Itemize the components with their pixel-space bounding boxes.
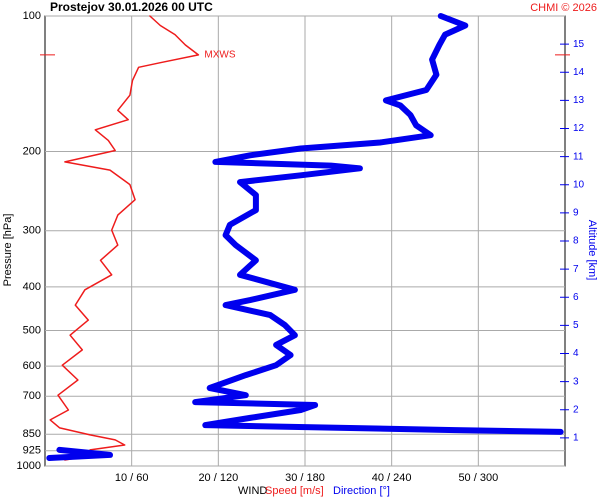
- speed-line: [49, 15, 200, 461]
- y-tick-label: 300: [23, 225, 41, 237]
- chart-title: Prostejov 30.01.2026 00 UTC: [50, 0, 213, 14]
- y2-tick-label: 6: [573, 292, 579, 303]
- x-tick-label: 20 / 120: [198, 472, 238, 484]
- y2-axis-label: Altitude [km]: [586, 220, 598, 281]
- y2-tick-label: 14: [573, 67, 585, 78]
- x-tick-label: 30 / 180: [285, 472, 325, 484]
- y2-tick-label: 11: [573, 151, 584, 162]
- speed-axis-label: Speed [m/s]: [265, 485, 324, 497]
- y2-tick-label: 7: [573, 264, 579, 275]
- y-tick-label: 1000: [17, 460, 41, 472]
- max-wind-label: MXWS: [204, 50, 235, 61]
- y2-tick-label: 3: [573, 376, 579, 387]
- x-tick-label: 50 / 300: [458, 472, 498, 484]
- x-tick-label: 40 / 240: [372, 472, 412, 484]
- y2-tick-label: 10: [573, 179, 585, 190]
- y-tick-label: 200: [23, 145, 41, 157]
- y-tick-label: 500: [23, 324, 41, 336]
- y2-tick-label: 15: [573, 39, 585, 50]
- y2-tick-label: 9: [573, 208, 579, 219]
- y-tick-label: 700: [23, 390, 41, 402]
- y-tick-label: 400: [23, 281, 41, 293]
- y-tick-label: 850: [23, 428, 41, 440]
- y2-tick-label: 1: [573, 433, 579, 444]
- x-tick-label: 10 / 60: [115, 472, 149, 484]
- y2-tick-label: 2: [573, 404, 579, 415]
- y-tick-label: 925: [23, 445, 41, 457]
- credit: CHMI © 2026: [530, 2, 597, 14]
- y-axis-label: Pressure [hPa]: [2, 214, 14, 287]
- y2-tick-label: 4: [573, 348, 579, 359]
- y-tick-label: 100: [23, 10, 41, 22]
- y-tick-label: 600: [23, 360, 41, 372]
- x-axis-label: WIND: [238, 485, 267, 497]
- y2-tick-label: 5: [573, 320, 579, 331]
- y2-tick-label: 8: [573, 236, 579, 247]
- y2-tick-label: 12: [573, 123, 585, 134]
- y2-tick-label: 13: [573, 95, 585, 106]
- direction-axis-label: Direction [°]: [333, 485, 390, 497]
